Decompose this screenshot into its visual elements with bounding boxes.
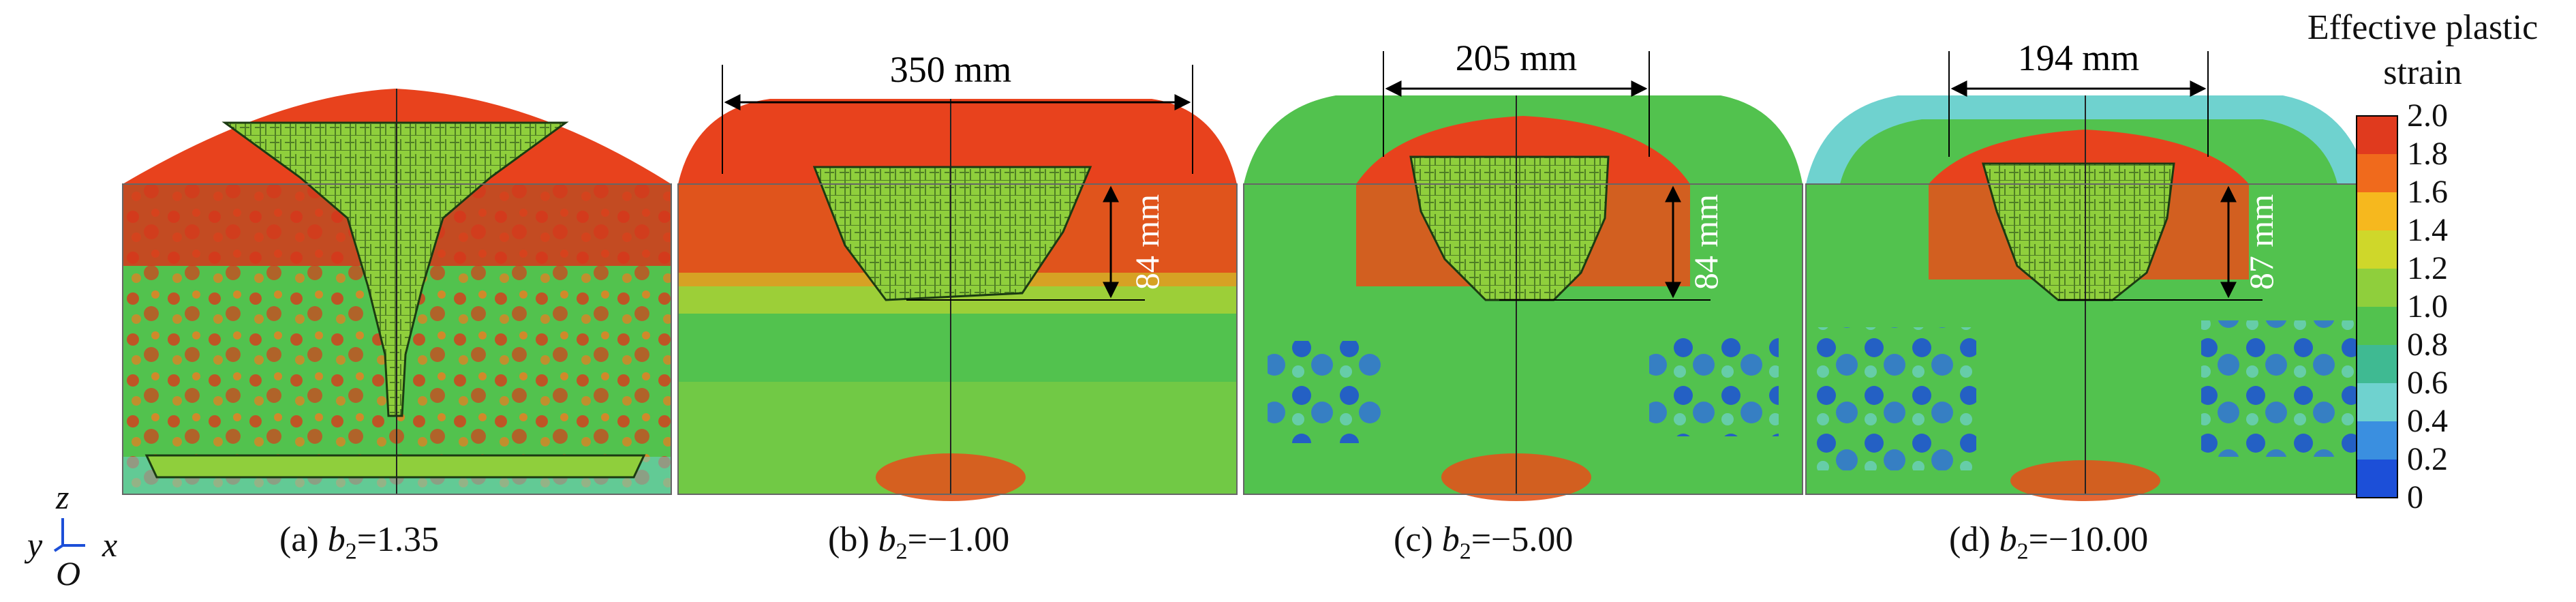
legend-border [2356, 115, 2398, 498]
legend-tick-label: 2.0 [2407, 97, 2448, 134]
caption-panel-a: (a) b2=1.35 [279, 520, 440, 565]
legend-swatch [2357, 307, 2397, 346]
legend-swatch [2357, 345, 2397, 384]
panel-c [1243, 51, 1803, 501]
panel-c-depth-label: 84 mm [1687, 194, 1725, 290]
legend-tick-label: 1.0 [2407, 288, 2448, 325]
coordinate-axes-icon [53, 518, 85, 552]
legend-swatch [2357, 230, 2397, 269]
axis-x-label: x [102, 526, 118, 564]
axis-y-label: y [27, 526, 43, 564]
legend-swatch [2357, 421, 2397, 460]
legend-tick-label: 0.8 [2407, 327, 2448, 363]
panel-b-dome [678, 99, 1237, 184]
panel-a-bottom-layer [144, 454, 646, 479]
legend-swatch [2357, 154, 2397, 193]
legend-tick-label: 1.2 [2407, 250, 2448, 286]
legend-tick-label: 0.6 [2407, 365, 2448, 401]
axis-origin-label: O [56, 554, 81, 592]
caption-panel-b: (b) b2=−1.00 [828, 520, 1010, 565]
legend-swatch [2357, 460, 2397, 498]
panel-d [1805, 51, 2369, 501]
legend-tick-label: 0.4 [2407, 403, 2448, 439]
legend-tick-label: 1.6 [2407, 174, 2448, 210]
panel-b-width-label: 350 mm [890, 49, 1012, 90]
caption-panel-c: (c) b2=−5.00 [1394, 520, 1574, 565]
legend-swatch [2357, 192, 2397, 231]
legend-tick-label: 0.2 [2407, 441, 2448, 477]
legend-swatch [2357, 383, 2397, 422]
panel-d-depth-label: 87 mm [2242, 194, 2280, 290]
caption-panel-d: (d) b2=−10.00 [1949, 520, 2149, 565]
panel-d-width-label: 194 mm [2018, 37, 2140, 78]
legend-tick-label: 1.8 [2407, 136, 2448, 172]
legend-tick-label: 1.4 [2407, 212, 2448, 248]
legend-swatch [2357, 269, 2397, 307]
axis-z-label: z [56, 478, 70, 516]
legend-tick-label: 0 [2407, 479, 2423, 515]
legend-title-line1: Effective plastic [2307, 8, 2539, 47]
legend-title-line2: strain [2383, 53, 2462, 92]
panel-c-width-label: 205 mm [1456, 37, 1578, 78]
legend-title: Effective plastic strain [2269, 5, 2576, 95]
panel-b [677, 65, 1238, 501]
panel-b-depth-label: 84 mm [1128, 194, 1166, 290]
legend-color-bar [2356, 115, 2398, 498]
panel-a [122, 89, 672, 495]
legend-swatch [2357, 116, 2397, 155]
